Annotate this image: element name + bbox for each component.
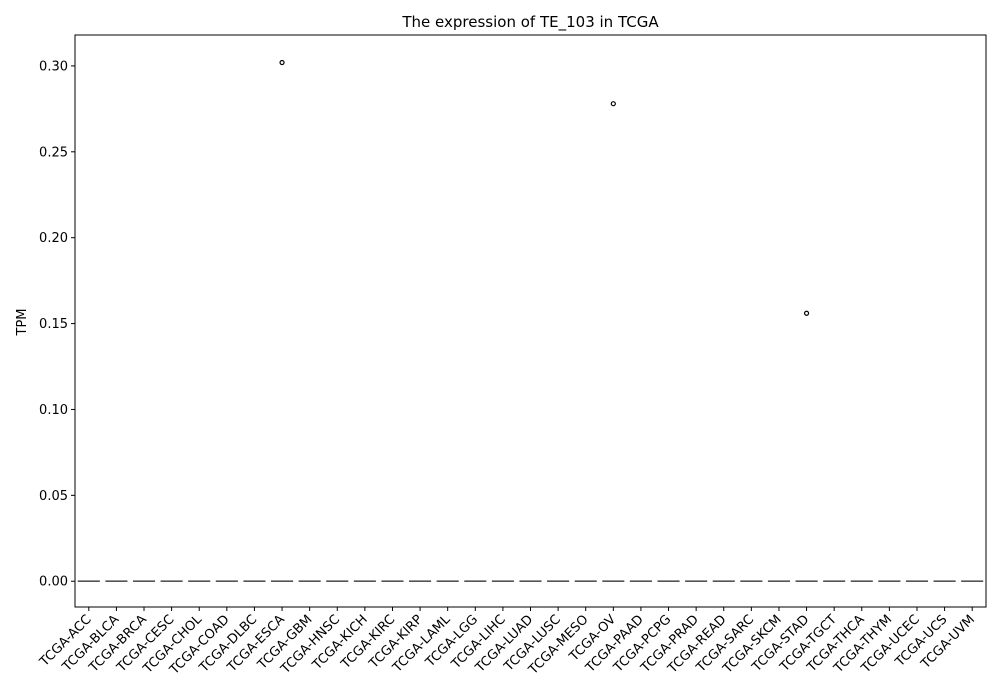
- y-axis-ticks: 0.00 0.05 0.10 0.15 0.20 0.25 0.30: [39, 59, 75, 590]
- y-tick-label: 0.30: [39, 59, 68, 74]
- x-axis-ticks: TCGA-ACCTCGA-BLCATCGA-BRCATCGA-CESCTCGA-…: [37, 607, 978, 678]
- outlier-point: [610, 101, 616, 107]
- y-tick-label: 0.20: [39, 231, 68, 246]
- y-axis-label: TPM: [15, 309, 30, 337]
- y-tick-label: 0.25: [39, 145, 68, 160]
- outlier-point: [279, 59, 285, 66]
- plot-area-frame: [74, 34, 987, 608]
- outlier-point: [803, 310, 810, 316]
- chart-title: The expression of TE_103 in TCGA: [401, 13, 659, 32]
- y-tick-label: 0.05: [39, 489, 68, 504]
- y-tick-label: 0.15: [39, 317, 68, 332]
- y-tick-label: 0.10: [39, 403, 68, 418]
- y-tick-label: 0.00: [39, 575, 68, 590]
- outlier-points: [279, 59, 810, 316]
